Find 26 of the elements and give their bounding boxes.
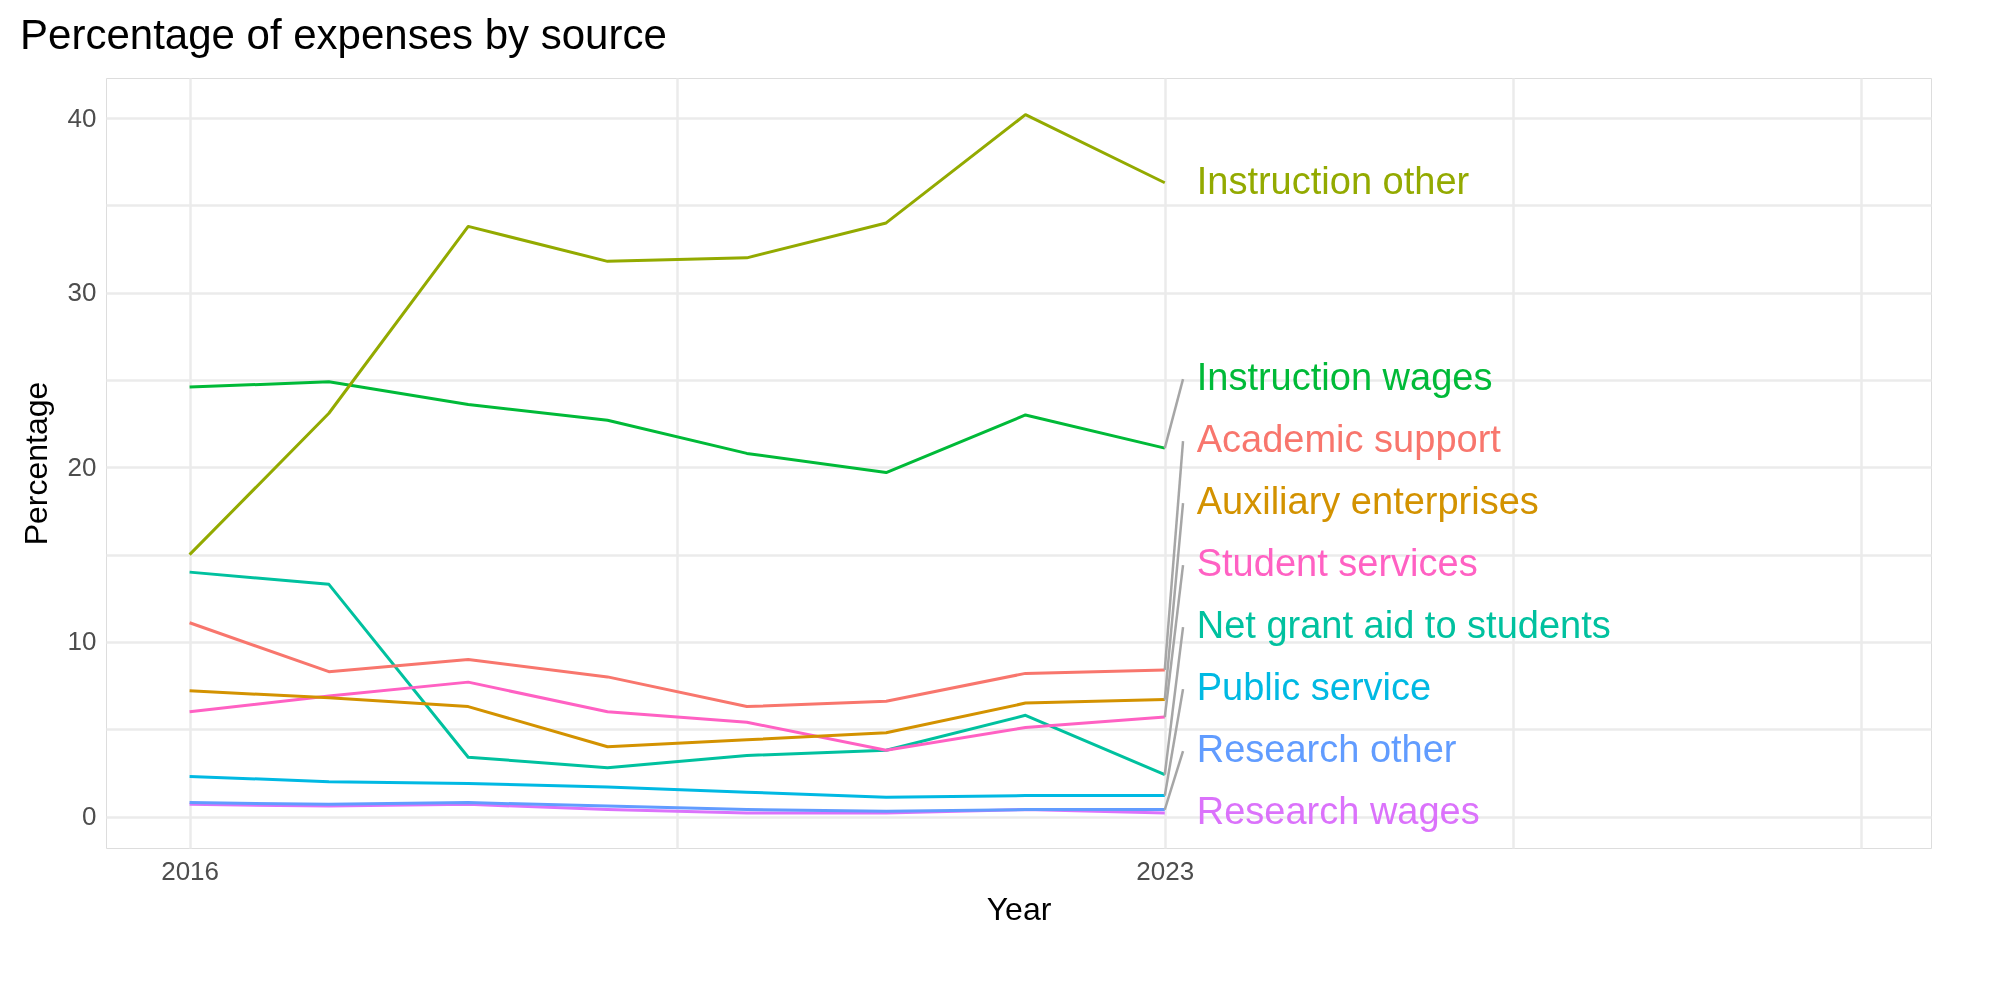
line-series: [188, 380, 1167, 475]
line-series: [188, 680, 1167, 752]
line-series: [188, 113, 1167, 557]
series-label: Research other: [1196, 728, 1457, 771]
line-series: [188, 774, 1167, 799]
y-axis-title: Percentage: [17, 381, 54, 546]
line-series: [188, 689, 1167, 749]
text: Student services: [1196, 542, 1478, 585]
series-label: Instruction wages: [1196, 356, 1493, 399]
x-tick-label: 2023: [1136, 855, 1195, 886]
text: Net grant aid to students: [1196, 604, 1611, 647]
line-series: [188, 570, 1167, 777]
text: Academic support: [1196, 418, 1502, 461]
text: Auxiliary enterprises: [1196, 480, 1539, 523]
y-tick-label: 10: [67, 626, 97, 657]
chart-title: Percentage of expenses by source: [20, 11, 667, 58]
line-series: [188, 621, 1167, 709]
y-tick-label: 20: [67, 451, 97, 482]
x-tick-label: 2016: [161, 855, 220, 886]
x-axis-title: Year: [986, 890, 1052, 927]
y-tick-label: 40: [67, 102, 97, 133]
y-tick-label: 30: [67, 277, 97, 308]
series-label: Instruction other: [1196, 159, 1470, 202]
text: Public service: [1196, 666, 1432, 709]
series-label: Research wages: [1196, 790, 1480, 833]
y-tick-label: 0: [82, 801, 97, 832]
